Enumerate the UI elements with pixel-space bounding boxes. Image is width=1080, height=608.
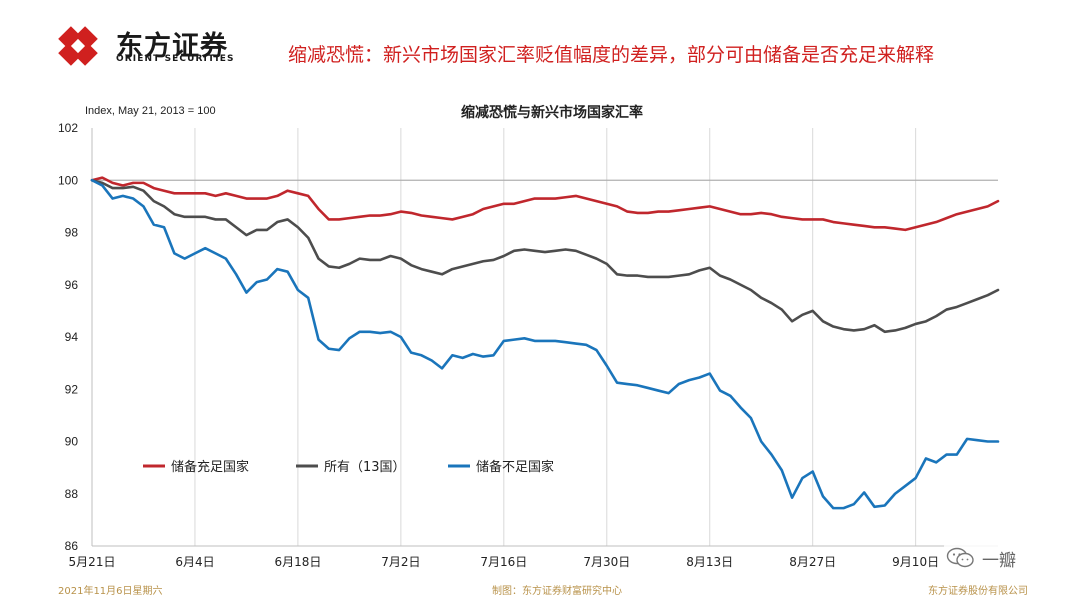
brand-name-en: ORIENT SECURITIES — [116, 54, 235, 64]
legend-label: 所有（13国） — [324, 460, 406, 475]
chart-axes: 86 88 90 92 94 96 98 100 102 5月21日 6月4日 6月18日 7月2日 7月… — [58, 121, 998, 569]
chart-series — [90, 176, 1000, 510]
series-line-1 — [90, 176, 1000, 232]
slide-headline: 缩减恐慌：新兴市场国家汇率贬值幅度的差异，部分可由储备是否充足来解释 — [288, 44, 935, 66]
y-tick-label: 92 — [65, 382, 79, 396]
x-tick-label: 7月16日 — [480, 555, 527, 569]
series-line-3 — [90, 178, 1000, 510]
y-tick-label: 102 — [58, 121, 78, 135]
x-tick-label: 7月30日 — [583, 555, 630, 569]
y-tick-label: 90 — [65, 435, 79, 449]
legend-label: 储备不足国家 — [476, 459, 554, 475]
footer-source: 制图：东方证券财富研究中心 — [492, 586, 622, 597]
footer-company: 东方证券股份有限公司 — [928, 586, 1028, 597]
y-tick-label: 94 — [65, 330, 79, 344]
legend-label: 储备充足国家 — [171, 459, 249, 475]
x-tick-label: 9月10日 — [892, 555, 939, 569]
x-tick-label: 6月18日 — [274, 555, 321, 569]
watermark-text: 一瓣 — [982, 551, 1016, 571]
wechat-icon — [946, 547, 974, 568]
orient-securities-logo-icon — [58, 26, 98, 66]
watermark: 一瓣 — [944, 542, 1064, 574]
x-tick-label: 5月21日 — [69, 555, 116, 569]
chart-grid — [92, 128, 998, 546]
y-tick-label: 98 — [65, 226, 79, 240]
brand-logo: 东方证券 ORIENT SECURITIES — [52, 26, 252, 70]
y-axis-label: Index, May 21, 2013 = 100 — [85, 105, 216, 117]
brand-name-cn: 东方证券 — [116, 31, 228, 62]
y-tick-label: 100 — [58, 173, 78, 187]
x-tick-label: 8月27日 — [789, 555, 836, 569]
y-tick-label: 96 — [65, 278, 79, 292]
y-tick-label: 88 — [65, 487, 79, 501]
footer-date: 2021年11月6日星期六 — [58, 586, 163, 597]
chart-legend: 储备充足国家 所有（13国） 储备不足国家 — [143, 459, 554, 475]
y-tick-label: 86 — [65, 539, 79, 553]
x-tick-label: 6月4日 — [175, 555, 214, 569]
chart-title: 缩减恐慌与新兴市场国家汇率 — [461, 104, 643, 121]
x-tick-label: 8月13日 — [686, 555, 733, 569]
series-line-2 — [90, 178, 1000, 334]
x-tick-label: 7月2日 — [381, 555, 420, 569]
